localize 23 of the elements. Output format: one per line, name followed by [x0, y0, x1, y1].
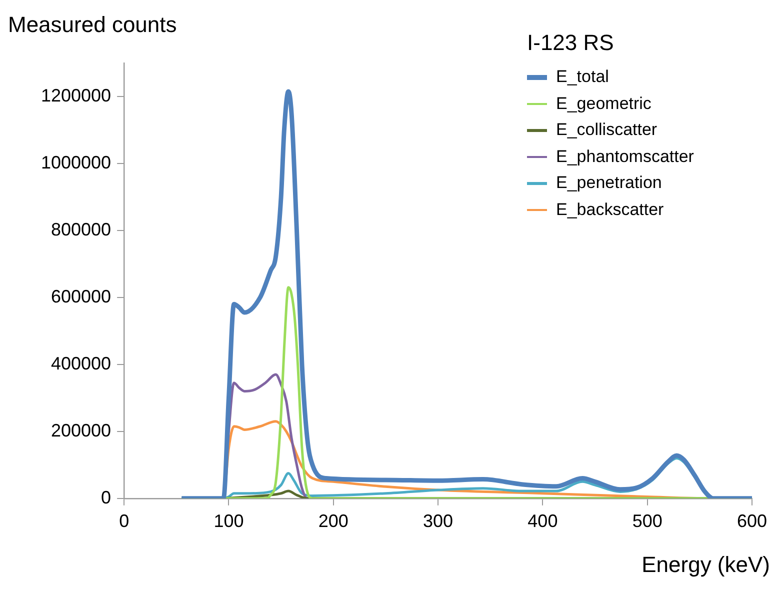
y-tick-label: 200000	[50, 420, 112, 440]
y-tick-label: 800000	[50, 219, 112, 240]
y-tick-label: 0	[101, 487, 112, 508]
legend-label: E_colliscatter	[556, 120, 658, 140]
x-tick-label: 500	[632, 511, 662, 532]
y-axis-title: Measured counts	[8, 12, 177, 38]
legend-label: E_backscatter	[556, 200, 664, 220]
legend-label: E_phantomscatter	[556, 146, 694, 167]
x-tick-label: 400	[528, 511, 558, 532]
x-tick-label: 300	[423, 511, 454, 532]
x-tick-label: 100	[214, 511, 244, 532]
y-tick-label: 1000000	[40, 152, 112, 172]
y-tick-label: 400000	[50, 353, 112, 374]
legend-label: E_geometric	[556, 94, 652, 114]
x-tick-label: 0	[119, 511, 130, 532]
legend-title: I-123 RS	[527, 30, 615, 56]
x-axis-title: Energy (keV)	[642, 552, 770, 578]
x-tick-label: 200	[318, 511, 348, 532]
legend-label: E_penetration	[556, 173, 662, 194]
y-tick-label: 1200000	[40, 85, 112, 106]
legend-label: E_total	[556, 67, 609, 88]
x-tick-label: 600	[736, 511, 768, 532]
y-tick-label: 600000	[50, 286, 112, 306]
